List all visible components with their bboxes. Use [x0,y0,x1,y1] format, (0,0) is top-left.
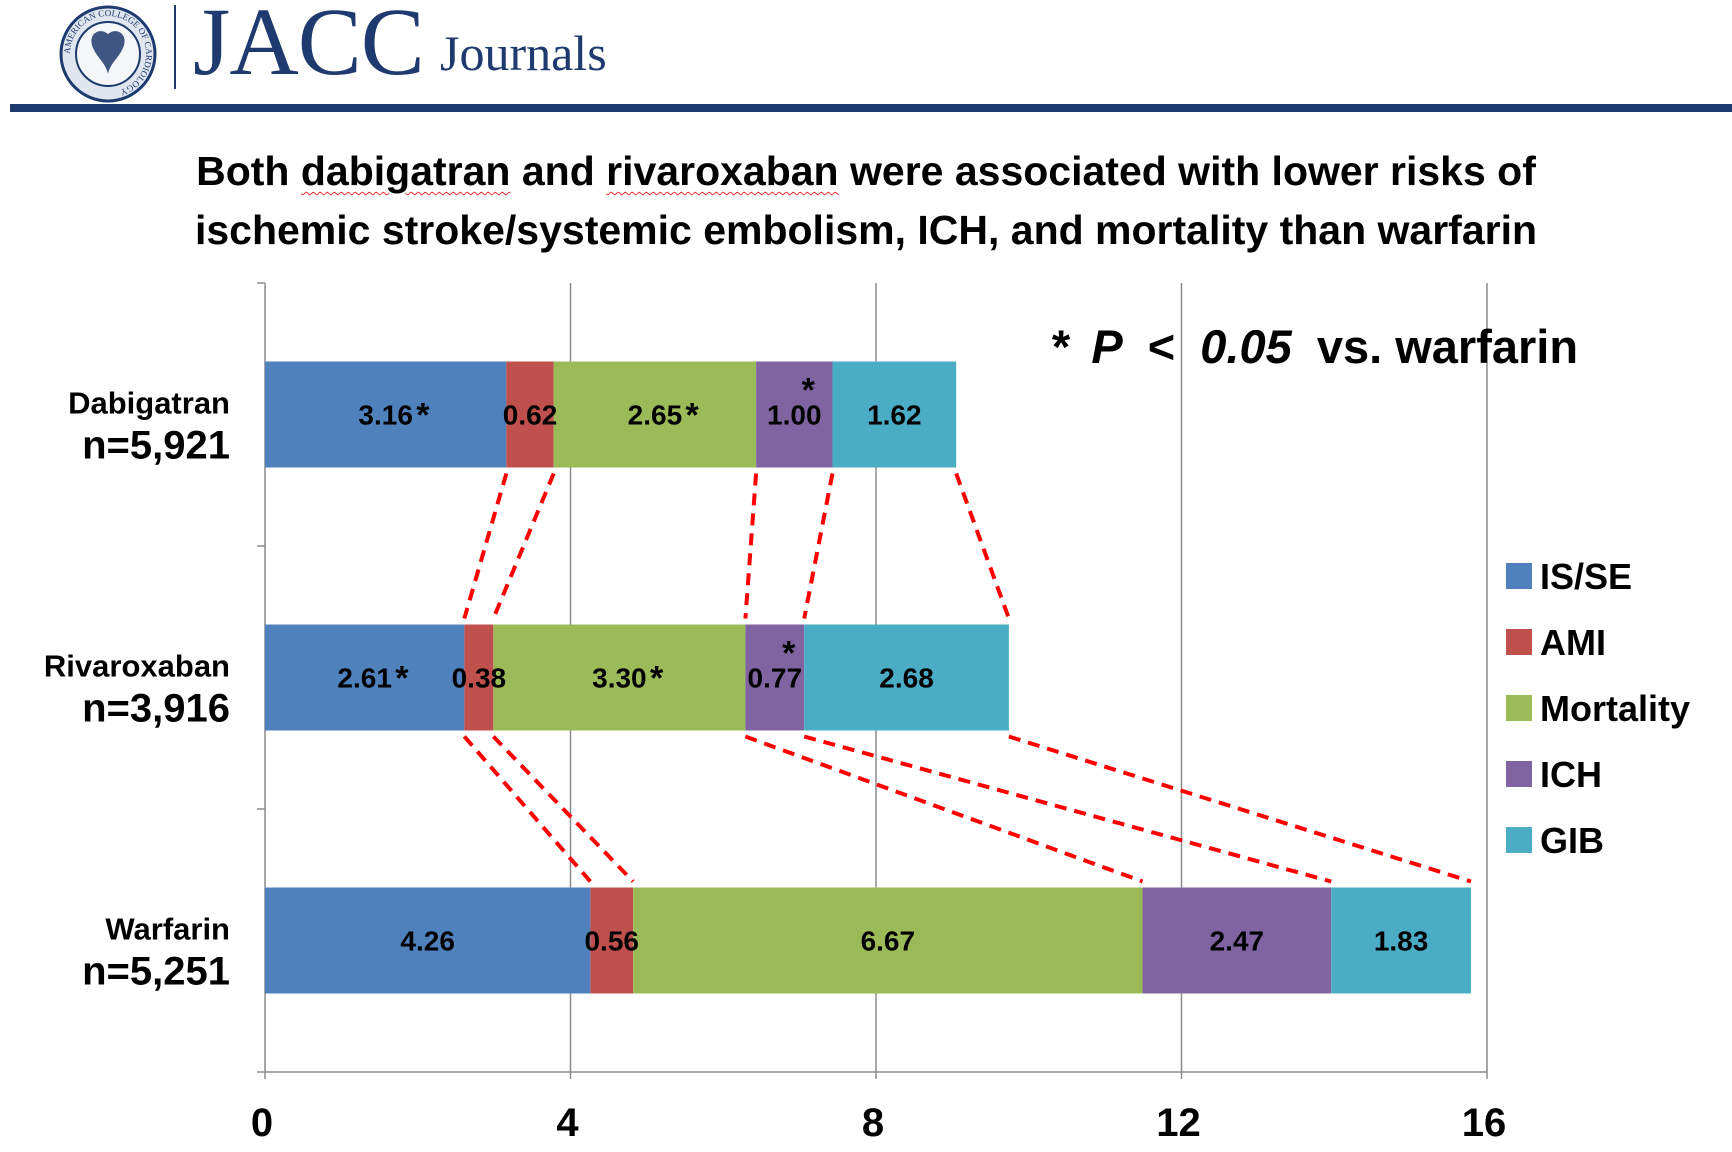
x-tick-label: 12 [1156,1101,1201,1145]
significance-star: * [782,635,796,673]
connector-line [802,473,835,619]
data-labels: 3.16 * 0.62 2.65 * 1.00*1.622.61 * 0.38 3.30 * 0.7… [337,372,1428,957]
bar-segment [265,624,465,731]
legend-label: Mortality [1540,688,1690,729]
connector-line [954,472,1011,620]
category-label: Rivaroxaban [44,649,230,684]
significance-star: * [802,372,816,410]
header-rule [10,104,1732,112]
bar-segment [1142,887,1332,994]
legend-swatch [1506,629,1532,655]
connector-lines [462,472,1472,884]
bar-segment [464,624,494,731]
legend-label: AMI [1540,622,1606,663]
bars [265,361,1471,994]
category-label: Dabigatran [68,386,230,421]
data-label: 1.00 [767,400,822,431]
significance-note-suffix: vs. warfarin [1317,320,1578,373]
significance-star: * [416,397,430,435]
bar-segment [633,887,1143,994]
x-tick-labels: 0 4 8 12 16 [251,1101,1506,1145]
category-label: Warfarin [105,912,230,947]
legend: IS/SE AMI Mortality ICH GIB [1506,556,1690,861]
data-label: 0.62 [503,400,558,431]
data-label: 4.26 [400,926,455,957]
chart-title-line-2: ischemic stroke/systemic embolism, ICH, … [194,207,1538,253]
title-segment: Both [196,148,301,194]
data-label: 0.77 [748,663,803,694]
data-label: 6.67 [861,926,916,957]
data-label: 2.47 [1210,926,1265,957]
brand-divider [174,5,176,89]
significance-note: * P < 0.05 vs. warfarin [1050,320,1578,373]
connector-line [803,734,1332,884]
category-n-label: n=3,916 [82,687,230,731]
legend-label: GIB [1540,820,1604,861]
legend-swatch [1506,563,1532,589]
data-label: 0.38 [452,663,507,694]
bar-segment [832,361,957,468]
bar-segment [493,624,746,731]
bar-segment [506,361,554,468]
legend-swatch [1506,827,1532,853]
connector-line [462,472,509,620]
bar-segment [265,887,591,994]
data-label: 1.62 [867,400,922,431]
bar-segment [553,361,757,468]
data-label: 2.68 [879,663,934,694]
connector-line [744,734,1144,884]
title-segment: were associated with lower risks of [838,148,1536,194]
legend-swatch [1506,695,1532,721]
category-n-label: n=5,251 [82,950,230,994]
title-drug-name: rivaroxaban [606,148,839,194]
significance-note-p: P [1091,320,1123,373]
significance-note-value: 0.05 [1200,320,1292,373]
data-label: 1.83 [1374,926,1429,957]
acc-seal-logo: AMERICAN COLLEGE OF CARDIOLOGY [59,5,157,103]
title-drug-name: dabigatran [300,148,511,194]
bar-segment [1331,887,1471,994]
chart-title: Both dabigatran and rivaroxaban were ass… [0,142,1732,260]
bar-segment [590,887,634,994]
bar-segment [804,624,1009,731]
legend-label: IS/SE [1540,556,1632,597]
bar-segment [265,361,507,468]
bar-segment [745,624,805,731]
legend-swatch [1506,761,1532,787]
connector-line [1008,734,1472,884]
connector-line [491,472,556,620]
header: AMERICAN COLLEGE OF CARDIOLOGY JACC Jour… [0,0,1732,115]
bar-segment [756,361,833,468]
data-label: 3.30 [592,663,647,694]
significance-star: * [650,660,664,698]
data-label: 2.65 [628,400,683,431]
connector-line [491,735,635,883]
significance-note-lt: < [1148,320,1175,373]
x-tick-label: 16 [1462,1101,1507,1145]
x-tick-label: 8 [862,1101,884,1145]
x-tick-label: 0 [251,1101,273,1145]
x-tick-label: 4 [556,1101,579,1145]
legend-label: ICH [1540,754,1602,795]
journal-suffix: Journals [440,25,607,81]
significance-star: * [686,397,700,435]
category-n-label: n=5,921 [82,424,230,468]
data-label: 2.61 [337,663,392,694]
connector-line [462,735,592,883]
significance-note-star: * [1050,320,1071,373]
title-segment: and [510,148,607,194]
connector-line [743,473,759,619]
significance-star: * [395,660,409,698]
data-label: 3.16 [358,400,413,431]
chart-title-line-1: Both dabigatran and rivaroxaban were ass… [0,142,1732,201]
data-label: 0.56 [584,926,639,957]
journal-name: JACC [193,0,425,95]
